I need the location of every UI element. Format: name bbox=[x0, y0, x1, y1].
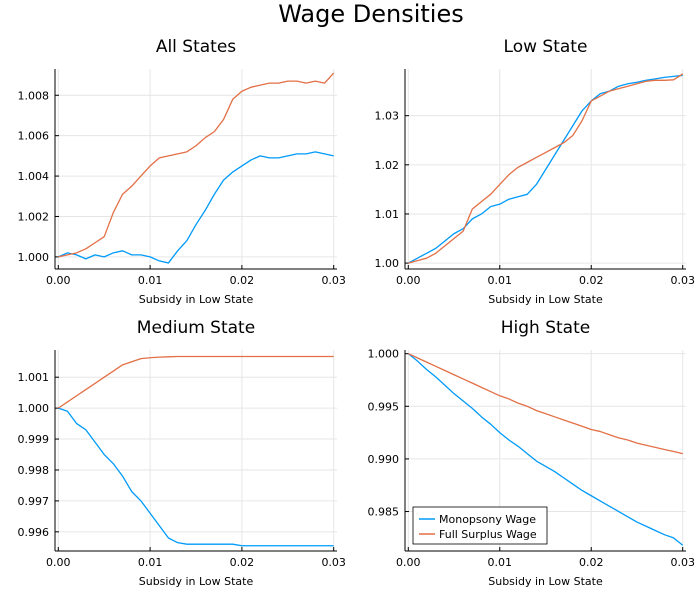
x-tick-label: 0.01 bbox=[138, 274, 163, 287]
y-tick-label: 1.000 bbox=[18, 402, 50, 415]
x-tick-label: 0.02 bbox=[230, 556, 255, 569]
x-tick-label: 0.03 bbox=[670, 556, 695, 569]
y-tick-label: 0.999 bbox=[18, 433, 50, 446]
series-line-full-surplus bbox=[58, 72, 335, 258]
legend-entry-label: Monopsony Wage bbox=[439, 513, 536, 526]
chart-panel-2: 0.00 0.01 0.02 0.03 1.00 1.01 1.02 1.03 Low Stat… bbox=[375, 37, 695, 306]
chart-panel-4: 0.00 0.01 0.02 0.03 0.985 0.990 0.995 1.000 High… bbox=[368, 318, 695, 588]
x-tick-label: 0.00 bbox=[46, 556, 71, 569]
series-line-monopsony bbox=[407, 353, 684, 546]
y-tick-label: 0.998 bbox=[18, 464, 50, 477]
y-tick-label: 0.990 bbox=[368, 453, 400, 466]
y-tick-label: 0.996 bbox=[18, 526, 50, 539]
y-tick-label: 1.006 bbox=[18, 130, 50, 143]
panels: 0.00 0.01 0.02 0.03 1.000 1.002 1.004 1.006 1.00… bbox=[18, 37, 695, 588]
y-tick-label: 1.01 bbox=[375, 208, 400, 221]
x-tick-label: 0.01 bbox=[138, 556, 163, 569]
y-tick-label: 1.03 bbox=[375, 110, 400, 123]
y-tick-label: 0.995 bbox=[368, 400, 400, 413]
y-tick-label: 1.000 bbox=[18, 251, 50, 264]
series-line-monopsony bbox=[58, 407, 334, 547]
series-line-full-surplus bbox=[408, 353, 683, 455]
y-tick-label: 0.985 bbox=[368, 506, 400, 519]
y-tick-label: 1.002 bbox=[18, 210, 50, 223]
x-axis-label: Subsidy in Low State bbox=[139, 293, 254, 306]
legend: Monopsony Wage Full Surplus Wage bbox=[412, 506, 548, 545]
y-tick-label: 1.000 bbox=[368, 348, 400, 361]
x-tick-label: 0.03 bbox=[670, 274, 695, 287]
x-tick-label: 0.02 bbox=[579, 274, 604, 287]
y-tick-label: 1.00 bbox=[375, 257, 400, 270]
panel-title: All States bbox=[156, 37, 236, 57]
x-axis-label: Subsidy in Low State bbox=[139, 575, 254, 588]
chart-panel-3: 0.00 0.01 0.02 0.03 0.996 0.997 0.998 0.999 1.00… bbox=[18, 318, 346, 588]
x-tick-label: 0.02 bbox=[579, 556, 604, 569]
x-tick-label: 0.01 bbox=[488, 274, 513, 287]
x-tick-label: 0.03 bbox=[321, 274, 346, 287]
x-tick-label: 0.02 bbox=[230, 274, 255, 287]
chart-panel-1: 0.00 0.01 0.02 0.03 1.000 1.002 1.004 1.006 1.00… bbox=[18, 37, 346, 306]
panel-title: Medium State bbox=[137, 318, 255, 338]
series-line-full-surplus bbox=[408, 73, 684, 264]
x-tick-label: 0.00 bbox=[396, 556, 421, 569]
series-line-monopsony bbox=[407, 74, 683, 264]
x-tick-label: 0.01 bbox=[488, 556, 513, 569]
y-tick-label: 1.001 bbox=[18, 371, 50, 384]
series-line-monopsony bbox=[58, 151, 334, 264]
x-tick-label: 0.00 bbox=[46, 274, 71, 287]
y-tick-label: 1.004 bbox=[18, 170, 50, 183]
y-tick-label: 1.02 bbox=[375, 159, 400, 172]
panel-title: High State bbox=[501, 318, 590, 338]
series-line-full-surplus bbox=[57, 355, 334, 409]
x-tick-label: 0.03 bbox=[321, 556, 346, 569]
y-tick-label: 0.997 bbox=[18, 495, 50, 508]
panel-title: Low State bbox=[504, 37, 588, 57]
y-tick-label: 1.008 bbox=[18, 89, 50, 102]
legend-entry-label: Full Surplus Wage bbox=[439, 528, 537, 541]
legend-box bbox=[412, 506, 548, 545]
x-axis-label: Subsidy in Low State bbox=[488, 575, 603, 588]
figure-title: Wage Densities bbox=[278, 0, 464, 28]
x-tick-label: 0.00 bbox=[396, 274, 421, 287]
x-axis-label: Subsidy in Low State bbox=[488, 293, 603, 306]
